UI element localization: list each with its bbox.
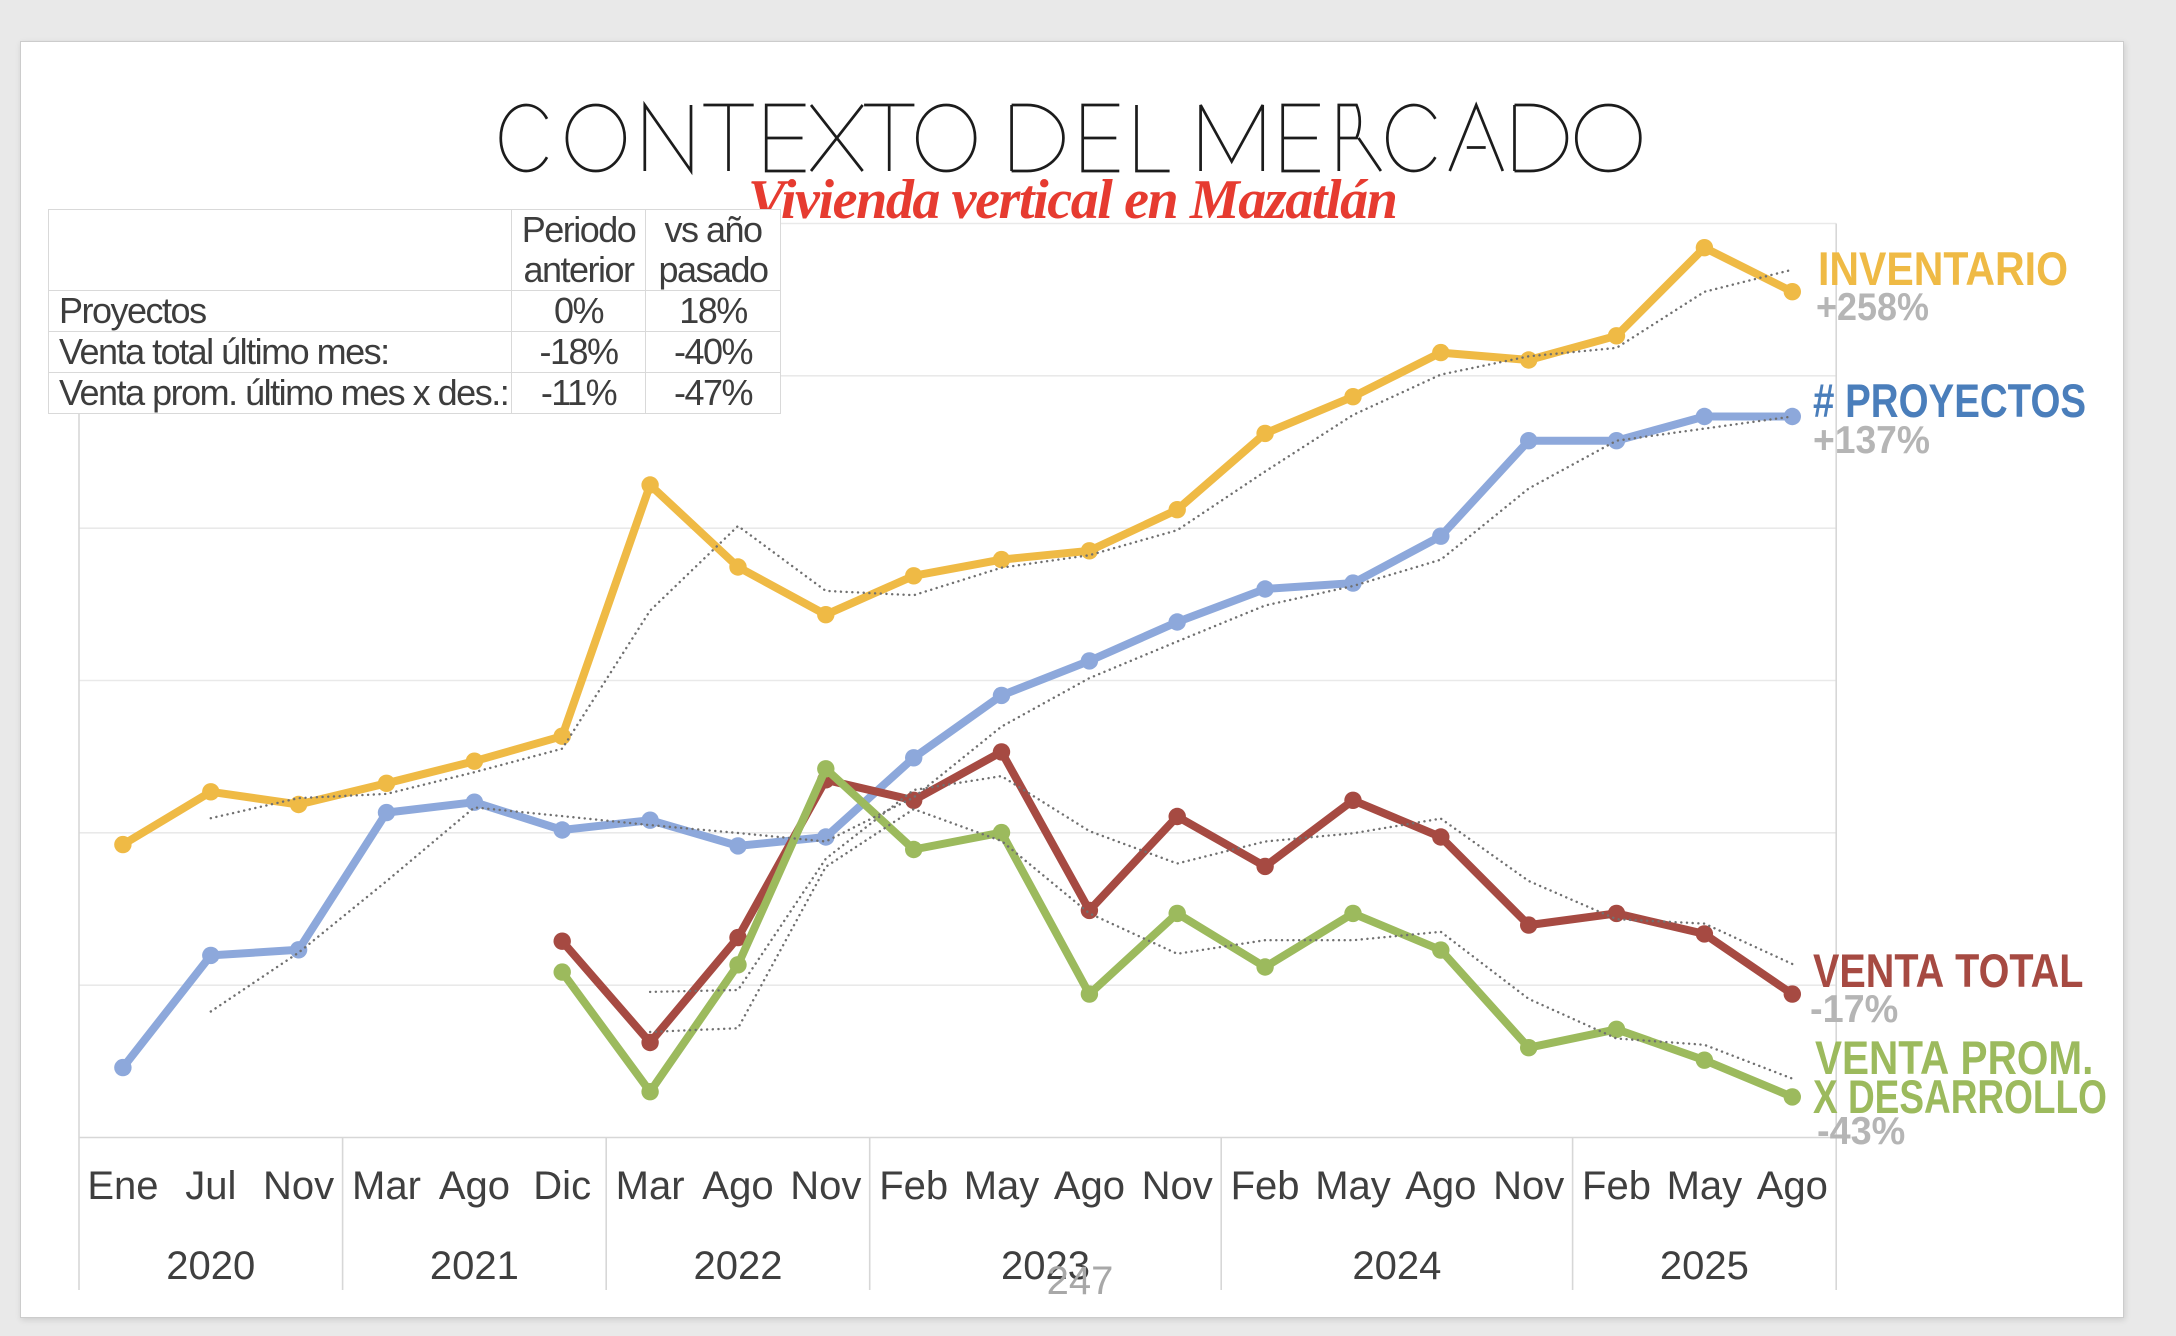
svg-text:Ago: Ago <box>1405 1164 1476 1208</box>
svg-text:Ago: Ago <box>1757 1164 1828 1208</box>
svg-text:Mar: Mar <box>616 1164 685 1208</box>
svg-text:Nov: Nov <box>263 1164 334 1208</box>
svg-text:Jul: Jul <box>185 1164 236 1208</box>
svg-text:2025: 2025 <box>1660 1244 1749 1288</box>
svg-text:Ago: Ago <box>439 1164 510 1208</box>
svg-text:2023: 2023 <box>1001 1244 1090 1288</box>
svg-text:Feb: Feb <box>1582 1164 1651 1208</box>
svg-text:May: May <box>1667 1164 1743 1208</box>
svg-text:May: May <box>964 1164 1040 1208</box>
svg-text:2024: 2024 <box>1352 1244 1441 1288</box>
svg-text:2022: 2022 <box>694 1244 783 1288</box>
svg-text:Feb: Feb <box>879 1164 948 1208</box>
svg-text:2020: 2020 <box>166 1244 255 1288</box>
svg-text:Ago: Ago <box>1054 1164 1125 1208</box>
svg-text:Mar: Mar <box>352 1164 421 1208</box>
svg-text:May: May <box>1315 1164 1391 1208</box>
svg-text:Dic: Dic <box>533 1164 591 1208</box>
svg-text:247: 247 <box>1047 1259 1114 1303</box>
svg-text:Ago: Ago <box>702 1164 773 1208</box>
svg-text:Feb: Feb <box>1231 1164 1300 1208</box>
svg-text:Nov: Nov <box>1493 1164 1564 1208</box>
svg-text:Nov: Nov <box>1142 1164 1213 1208</box>
svg-text:Ene: Ene <box>87 1164 158 1208</box>
svg-text:Nov: Nov <box>790 1164 861 1208</box>
svg-text:2021: 2021 <box>430 1244 519 1288</box>
